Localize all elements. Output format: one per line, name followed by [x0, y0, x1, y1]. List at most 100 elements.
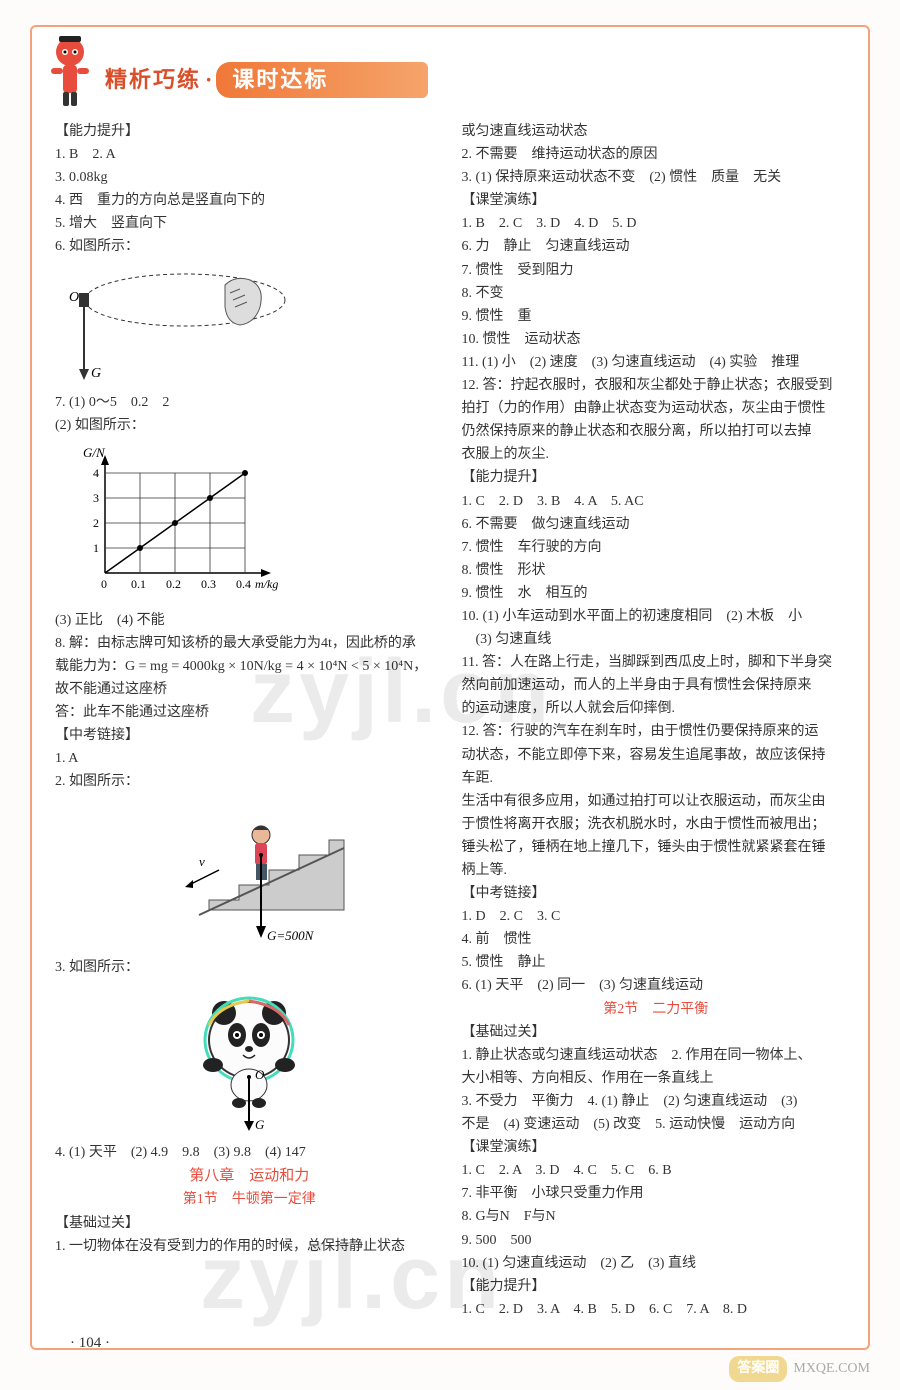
header-band: 精析巧练 · 课时达标	[35, 55, 865, 105]
right-column: 或匀速直线运动状态 2. 不需要 维持运动状态的原因 3. (1) 保持原来运动…	[462, 120, 851, 1330]
text-line: 8. 不变	[462, 282, 851, 305]
chart-ylabel: G/N	[83, 445, 106, 460]
footer-badge: 答案圈	[729, 1356, 787, 1382]
section-title: 第2节 二力平衡	[462, 998, 851, 1021]
label-O2: O	[255, 1067, 265, 1082]
text-line: 然向前加速运动，而人的上半身由于具有惯性会保持原来	[462, 674, 851, 697]
text-line: 或匀速直线运动状态	[462, 120, 851, 143]
figure-escalator: v G=500N	[55, 800, 444, 950]
text-line: 5. 增大 竖直向下	[55, 212, 444, 235]
text-line: 1. C 2. D 3. A 4. B 5. D 6. C 7. A 8. D	[462, 1298, 851, 1321]
figure-panda: O G	[55, 985, 444, 1135]
section-heading: 【基础过关】	[55, 1212, 444, 1235]
text-line: 仍然保持原来的静止状态和衣服分离，所以拍打可以去掉	[462, 420, 851, 443]
ytick: 1	[93, 541, 99, 555]
label-G2: G	[255, 1117, 265, 1132]
section-heading: 【中考链接】	[55, 724, 444, 747]
xtick: 0.3	[201, 577, 216, 591]
text-line: 衣服上的灰尘.	[462, 443, 851, 466]
label-G: G	[91, 366, 101, 381]
text-line: 4. 西 重力的方向总是竖直向下的	[55, 189, 444, 212]
footer-site: MXQE.COM	[793, 1358, 870, 1380]
section-heading: 【能力提升】	[55, 120, 444, 143]
text-line: 2. 不需要 维持运动状态的原因	[462, 143, 851, 166]
text-line: 8. 惯性 形状	[462, 559, 851, 582]
xtick: 0.4	[236, 577, 251, 591]
text-line: 9. 500 500	[462, 1229, 851, 1252]
text-line: 1. B 2. C 3. D 4. D 5. D	[462, 212, 851, 235]
text-line: 1. D 2. C 3. C	[462, 905, 851, 928]
text-line: 7. 非平衡 小球只受重力作用	[462, 1182, 851, 1205]
header-orange: 课时达标	[216, 62, 428, 98]
section-heading: 【能力提升】	[462, 1275, 851, 1298]
text-line: 12. 答：拧起衣服时，衣服和灰尘都处于静止状态；衣服受到	[462, 374, 851, 397]
text-line: 9. 惯性 水 相互的	[462, 582, 851, 605]
text-line: 11. (1) 小 (2) 速度 (3) 匀速直线运动 (4) 实验 推理	[462, 351, 851, 374]
text-line: 6. 如图所示：	[55, 235, 444, 258]
text-line: 1. C 2. D 3. B 4. A 5. AC	[462, 490, 851, 513]
text-line: 锤头松了，锤柄在地上撞几下，锤头由于惯性就紧紧套在锤	[462, 836, 851, 859]
text-line: 6. 不需要 做匀速直线运动	[462, 513, 851, 536]
text-line: 2. 如图所示：	[55, 770, 444, 793]
ytick: 2	[93, 516, 99, 530]
text-line: 1. C 2. A 3. D 4. C 5. C 6. B	[462, 1159, 851, 1182]
figure-gravity-hand: O G	[55, 265, 444, 385]
text-line: 6. (1) 天平 (2) 同一 (3) 匀速直线运动	[462, 974, 851, 997]
label-G500: G=500N	[267, 928, 315, 943]
label-O: O	[69, 290, 79, 305]
xtick: 0	[101, 577, 107, 591]
text-line: 3. 不受力 平衡力 4. (1) 静止 (2) 匀速直线运动 (3)	[462, 1090, 851, 1113]
text-line: 11. 答：人在路上行走，当脚踩到西瓜皮上时，脚和下半身突	[462, 651, 851, 674]
text-line: 10. (1) 匀速直线运动 (2) 乙 (3) 直线	[462, 1252, 851, 1275]
text-line: 3. (1) 保持原来运动状态不变 (2) 惯性 质量 无关	[462, 166, 851, 189]
text-line: 车距.	[462, 767, 851, 790]
text-line: 不是 (4) 变速运动 (5) 改变 5. 运动快慢 运动方向	[462, 1113, 851, 1136]
text-line: 4. 前 惯性	[462, 928, 851, 951]
text-line: 10. 惯性 运动状态	[462, 328, 851, 351]
text-line: 8. G与N F与N	[462, 1205, 851, 1228]
ytick: 3	[93, 491, 99, 505]
text-line: 5. 惯性 静止	[462, 951, 851, 974]
text-line: (3) 正比 (4) 不能	[55, 609, 444, 632]
text-line: 1. 静止状态或匀速直线运动状态 2. 作用在同一物体上、	[462, 1044, 851, 1067]
text-line: 7. (1) 0～5 0.2 2	[55, 391, 444, 414]
page-number: · 104 ·	[70, 1331, 110, 1355]
text-line: 1. A	[55, 747, 444, 770]
ytick: 4	[93, 466, 99, 480]
text-line: 拍打（力的作用）由静止状态变为运动状态，灰尘由于惯性	[462, 397, 851, 420]
text-line: 故不能通过这座桥	[55, 678, 444, 701]
label-v: v	[199, 854, 205, 869]
mascot-icon	[35, 30, 105, 110]
text-line: 7. 惯性 受到阻力	[462, 259, 851, 282]
text-line: 柄上等.	[462, 859, 851, 882]
section-heading: 【能力提升】	[462, 466, 851, 489]
text-line: 于惯性将离开衣服；洗衣机脱水时，水由于惯性而被甩出；	[462, 813, 851, 836]
content-area: 【能力提升】 1. B 2. A 3. 0.08kg 4. 西 重力的方向总是竖…	[55, 120, 850, 1330]
text-line: 12. 答：行驶的汽车在刹车时，由于惯性仍要保持原来的运	[462, 720, 851, 743]
header-title: 精析巧练 · 课时达标	[105, 62, 428, 98]
section-heading: 【课堂演练】	[462, 189, 851, 212]
xtick: 0.2	[166, 577, 181, 591]
text-line: 大小相等、方向相反、作用在一条直线上	[462, 1067, 851, 1090]
section-title: 第1节 牛顿第一定律	[55, 1188, 444, 1211]
text-line: 6. 力 静止 匀速直线运动	[462, 235, 851, 258]
text-line: 9. 惯性 重	[462, 305, 851, 328]
text-line: 4. (1) 天平 (2) 4.9 9.8 (3) 9.8 (4) 147	[55, 1141, 444, 1164]
text-line: 3. 0.08kg	[55, 166, 444, 189]
text-line: 3. 如图所示：	[55, 956, 444, 979]
text-line: (2) 如图所示：	[55, 414, 444, 437]
section-heading: 【基础过关】	[462, 1021, 851, 1044]
text-line: 1. 一切物体在没有受到力的作用的时候，总保持静止状态	[55, 1235, 444, 1258]
text-line: 生活中有很多应用，如通过拍打可以让衣服运动，而灰尘由	[462, 790, 851, 813]
text-line: 8. 解：由标志牌可知该桥的最大承受能力为4t，因此桥的承	[55, 632, 444, 655]
xtick: 0.1	[131, 577, 146, 591]
text-line: (3) 匀速直线	[462, 628, 851, 651]
section-heading: 【课堂演练】	[462, 1136, 851, 1159]
text-line: 10. (1) 小车运动到水平面上的初速度相同 (2) 木板 小	[462, 605, 851, 628]
header-dot: ·	[205, 62, 212, 97]
footer-logo: 答案圈 MXQE.COM	[729, 1356, 870, 1382]
chapter-title: 第八章 运动和力	[55, 1164, 444, 1189]
text-line: 动状态，不能立即停下来，容易发生追尾事故，故应该保持	[462, 744, 851, 767]
text-line: 7. 惯性 车行驶的方向	[462, 536, 851, 559]
text-line: 的运动速度，所以人就会后仰摔倒.	[462, 697, 851, 720]
